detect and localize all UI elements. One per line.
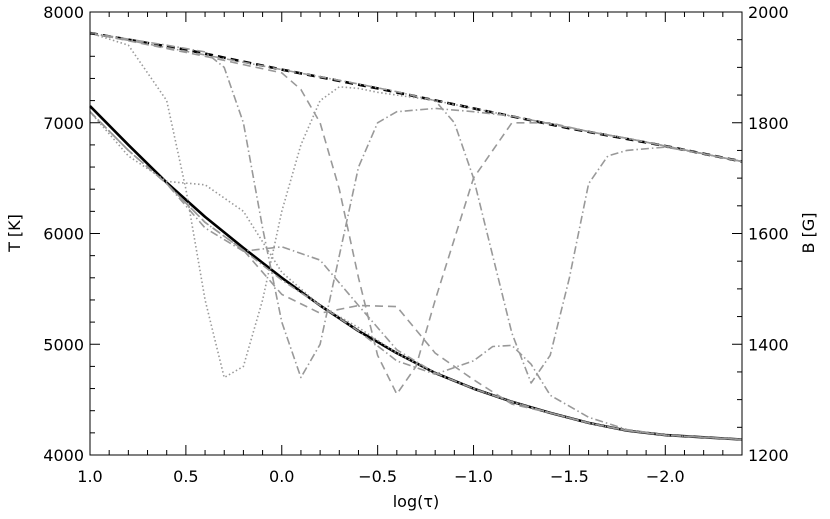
series-line-6 bbox=[89, 32, 743, 384]
series-layer bbox=[89, 31, 743, 441]
series-line-10 bbox=[89, 111, 743, 441]
y-axis-left-title: T [K] bbox=[5, 214, 24, 253]
y-left-tick-label: 8000 bbox=[43, 3, 84, 22]
y-left-tick-label: 6000 bbox=[43, 225, 84, 244]
series-line-9 bbox=[89, 111, 743, 441]
x-tick-label: 0.0 bbox=[269, 467, 294, 486]
x-tick-label: 1.0 bbox=[77, 467, 102, 486]
y-right-tick-label: 1400 bbox=[748, 335, 789, 354]
plot-frame bbox=[89, 11, 743, 456]
x-tick-label: −0.5 bbox=[358, 467, 397, 486]
x-axis-title: log(τ) bbox=[393, 492, 440, 511]
series-line-1 bbox=[89, 105, 743, 441]
y-right-tick-label: 1600 bbox=[748, 225, 789, 244]
y-right-tick-label: 1800 bbox=[748, 114, 789, 133]
x-tick-label: 0.5 bbox=[173, 467, 198, 486]
x-tick-label: −1.0 bbox=[454, 467, 493, 486]
series-line-7 bbox=[89, 111, 743, 441]
x-tick-label: −2.0 bbox=[646, 467, 685, 486]
series-line-5 bbox=[89, 32, 743, 395]
y-left-tick-label: 4000 bbox=[43, 446, 84, 465]
series-line-3 bbox=[89, 32, 743, 379]
y-left-tick-label: 5000 bbox=[43, 335, 84, 354]
y-left-tick-label: 7000 bbox=[43, 114, 84, 133]
series-line-8 bbox=[89, 111, 743, 441]
y-right-tick-label: 2000 bbox=[748, 3, 789, 22]
axis-layer: 1.0 0.5 0.0 −0.5 −1.0 −1.5 −2.0 4000 5000 6000 700… bbox=[43, 3, 788, 486]
x-tick-label: −1.5 bbox=[550, 467, 589, 486]
y-right-tick-label: 1200 bbox=[748, 446, 789, 465]
y-axis-right-title: B [G] bbox=[799, 213, 818, 254]
